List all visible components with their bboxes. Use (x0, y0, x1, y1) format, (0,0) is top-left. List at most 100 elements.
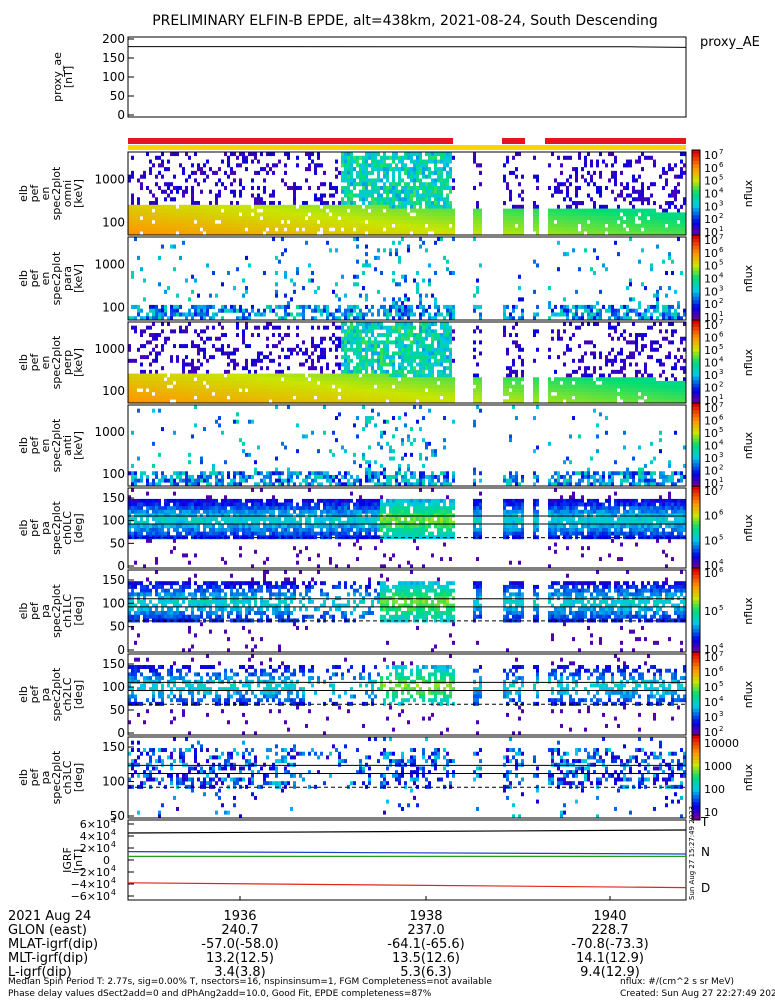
pef_en_omni-colorbar-tick: 10 (704, 188, 718, 201)
pef_en_omni-cell (428, 152, 431, 157)
pef_en_para-cell (548, 304, 551, 309)
pef_en_perp-cell (191, 384, 194, 389)
pef_en_perp-cell (374, 377, 377, 382)
pef_en_omni-cell (236, 219, 239, 224)
pef_en_omni-cell (131, 212, 134, 217)
pef_en_omni-cell (446, 152, 449, 157)
pef_en_omni-cell (383, 152, 386, 157)
pef_en_para-cell (479, 304, 482, 309)
pef_en_perp-cell (143, 373, 146, 378)
pef_en_omni-cell (314, 163, 317, 168)
pef_en_perp-cell (362, 395, 365, 400)
pef_en_omni-cell (548, 216, 551, 221)
pef_en_omni-cell (344, 189, 347, 194)
pef_en_perp-cell (569, 336, 572, 341)
pef_en_para-ylabel-0: elb (17, 270, 30, 287)
pef_en_omni-cell (425, 212, 428, 217)
pef_en_para-cell (317, 286, 320, 291)
pef_en_perp-cell (197, 333, 200, 338)
pef_en_perp-cell (287, 373, 290, 378)
pef_en_perp-cell (572, 377, 575, 382)
pef_en_perp-cell (563, 322, 566, 326)
pef_en_perp-cell (212, 399, 215, 404)
pef_en_omni-cell (416, 216, 419, 221)
pef_en_omni-cell (653, 159, 656, 164)
pef_en_omni-colorbar-tick-exp: 4 (719, 187, 724, 195)
pef_en_omni-cell (533, 212, 536, 217)
pef_en_para-cell (158, 312, 161, 317)
pef_en_omni-cell (392, 193, 395, 198)
pef_en_perp-cell (431, 362, 434, 367)
pef_en_omni-cell (365, 197, 368, 202)
pef_en_omni-cell (590, 223, 593, 228)
pef_en_perp-cell (413, 388, 416, 393)
pef_en_omni-cell (137, 223, 140, 228)
pef_en_omni-cell (623, 208, 626, 213)
pef_en_para-cell (203, 304, 206, 309)
pef_en_perp-cell (554, 399, 557, 404)
pef_en_perp-cell (272, 384, 275, 389)
pef_en_omni-cell (323, 208, 326, 213)
pef_en_perp-cell (173, 329, 176, 334)
pef_en_omni-cell (650, 216, 653, 221)
pef_en_omni-cell (281, 223, 284, 228)
pef_en_perp-cell (230, 377, 233, 382)
pef_en_perp-cell (635, 362, 638, 367)
pef_en_para-cell (626, 312, 629, 317)
pef_en_omni-cell (410, 208, 413, 213)
pef_en_para-cell (191, 274, 194, 279)
pef_en_perp-cell (668, 395, 671, 400)
pef_en_omni-cell (503, 201, 506, 206)
pef_en_perp-cell (182, 362, 185, 367)
pef_en_omni-cell (353, 212, 356, 217)
pef_en_omni-cell (443, 152, 446, 157)
pef_en_omni-cell (305, 208, 308, 213)
pef_en_omni-cell (335, 219, 338, 224)
pef_en_perp-cell (593, 395, 596, 400)
pef_en_omni-cell (389, 208, 392, 213)
pef_en_perp-cell (674, 384, 677, 389)
pef_en_omni-cell (320, 197, 323, 202)
pef_en_omni-cell (209, 201, 212, 206)
pef_en_para-cell (212, 270, 215, 276)
pef_en_perp-cell (578, 388, 581, 393)
pef_en_omni-cell (143, 208, 146, 213)
pef_en_omni-cell (335, 174, 338, 179)
pef_en_para-cell (293, 282, 296, 287)
pef_en_omni-cell (629, 163, 632, 168)
pef_en_omni-cell (422, 219, 425, 224)
pef_en_perp-ytick-label: 100 (102, 384, 125, 398)
pef_en_perp-cell (347, 358, 350, 363)
pef_en_omni-cell (254, 216, 257, 221)
pef_en_perp-cell (671, 395, 674, 400)
pef_en_perp-cell (239, 380, 242, 385)
pef_en_perp-cell (506, 399, 509, 404)
pef_en_perp-cell (377, 351, 380, 356)
pef_en_omni-cell (521, 197, 524, 202)
pef_en_omni-cell (581, 174, 584, 179)
pef_en_omni-cell (395, 227, 398, 232)
pef_en_para-cell (395, 301, 398, 306)
pef_en_omni-cell (344, 208, 347, 213)
pef_en_para-cell (284, 293, 287, 298)
pef_en_omni-cell (386, 208, 389, 213)
pef_en_omni-cell (446, 219, 449, 224)
pef_en_omni-cell (638, 193, 641, 198)
pef_en_omni-cell (449, 174, 452, 179)
pef_en_para-cell (293, 289, 296, 294)
pef_en_perp-cell (335, 380, 338, 385)
pef_en_omni-cell (473, 208, 476, 213)
pef_en_omni-cell (404, 204, 407, 209)
pef_en_perp-colorbar-tick-exp: 6 (719, 331, 724, 339)
pef_en_omni-cell (317, 155, 320, 160)
pef_en_perp-cell (359, 355, 362, 360)
pef_en_perp-cell (665, 336, 668, 341)
pef_en_omni-cell (350, 227, 353, 232)
pef_en_perp-cell (656, 391, 659, 396)
pef_en_omni-cell (635, 208, 638, 213)
pef_en_perp-cell (650, 347, 653, 352)
pef_en_perp-cell (323, 384, 326, 389)
pef_en_omni-cell (503, 227, 506, 232)
pef_en_perp-cell (404, 333, 407, 338)
pef_en_perp-cell (656, 358, 659, 363)
